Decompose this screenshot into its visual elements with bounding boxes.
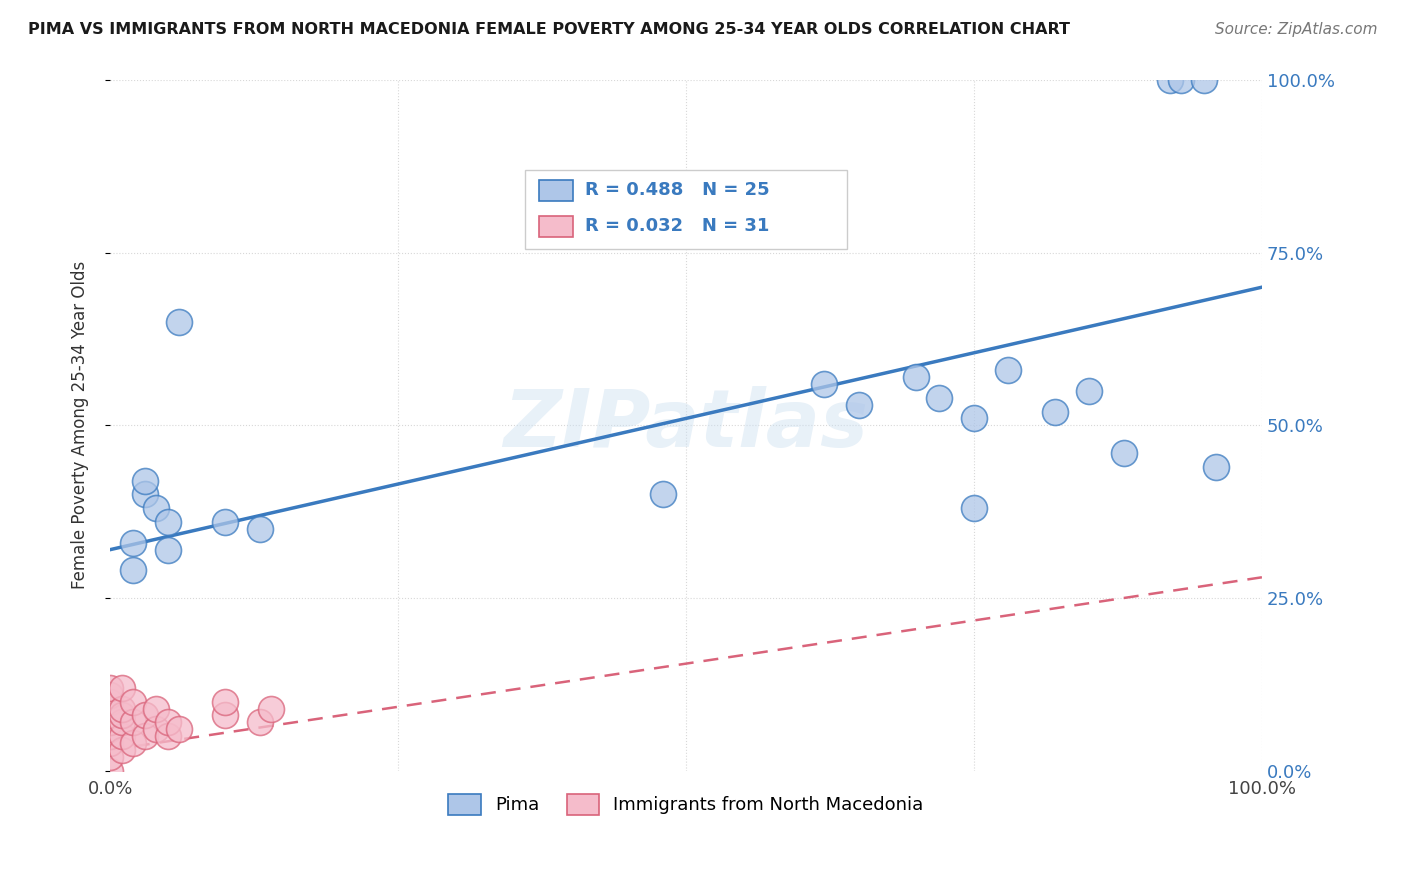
- Point: [110, 701, 132, 715]
- Point: [110, 729, 132, 743]
- Point: [145, 501, 167, 516]
- Legend: Pima, Immigrants from North Macedonia: Pima, Immigrants from North Macedonia: [439, 785, 932, 824]
- Point: [1043, 404, 1066, 418]
- Point: [928, 391, 950, 405]
- Point: [98, 695, 121, 709]
- Point: [98, 764, 121, 778]
- Point: [122, 715, 145, 730]
- Text: PIMA VS IMMIGRANTS FROM NORTH MACEDONIA FEMALE POVERTY AMONG 25-34 YEAR OLDS COR: PIMA VS IMMIGRANTS FROM NORTH MACEDONIA …: [28, 22, 1070, 37]
- Point: [98, 681, 121, 695]
- Point: [110, 681, 132, 695]
- Point: [167, 315, 190, 329]
- Point: [110, 743, 132, 757]
- Point: [249, 715, 271, 730]
- Text: R = 0.032   N = 31: R = 0.032 N = 31: [585, 218, 769, 235]
- Point: [98, 736, 121, 750]
- Point: [156, 542, 179, 557]
- Point: [1194, 73, 1216, 87]
- Point: [905, 370, 928, 384]
- Point: [122, 736, 145, 750]
- Point: [98, 688, 121, 702]
- Point: [963, 501, 986, 516]
- Point: [98, 701, 121, 715]
- Point: [134, 487, 156, 501]
- Point: [652, 487, 675, 501]
- Point: [156, 515, 179, 529]
- Point: [134, 729, 156, 743]
- Point: [110, 715, 132, 730]
- Y-axis label: Female Poverty Among 25-34 Year Olds: Female Poverty Among 25-34 Year Olds: [72, 261, 89, 590]
- Point: [214, 695, 236, 709]
- Point: [122, 695, 145, 709]
- Point: [134, 708, 156, 723]
- Point: [98, 750, 121, 764]
- Point: [156, 729, 179, 743]
- Point: [813, 376, 835, 391]
- Point: [98, 723, 121, 737]
- Point: [214, 708, 236, 723]
- Point: [98, 708, 121, 723]
- FancyBboxPatch shape: [538, 180, 574, 201]
- Point: [1078, 384, 1101, 398]
- Point: [134, 474, 156, 488]
- Point: [145, 701, 167, 715]
- Point: [249, 522, 271, 536]
- Point: [98, 729, 121, 743]
- Point: [1159, 73, 1181, 87]
- Text: Source: ZipAtlas.com: Source: ZipAtlas.com: [1215, 22, 1378, 37]
- Point: [122, 535, 145, 549]
- Text: R = 0.488   N = 25: R = 0.488 N = 25: [585, 181, 769, 200]
- Point: [848, 398, 870, 412]
- Point: [1170, 73, 1192, 87]
- FancyBboxPatch shape: [538, 216, 574, 236]
- Text: ZIPatlas: ZIPatlas: [503, 386, 869, 465]
- Point: [963, 411, 986, 425]
- Point: [214, 515, 236, 529]
- Point: [167, 723, 190, 737]
- Point: [98, 715, 121, 730]
- Point: [122, 563, 145, 577]
- Point: [156, 715, 179, 730]
- FancyBboxPatch shape: [524, 169, 848, 249]
- Point: [145, 723, 167, 737]
- Point: [110, 708, 132, 723]
- Point: [1205, 459, 1227, 474]
- Point: [260, 701, 283, 715]
- Point: [1112, 446, 1135, 460]
- Point: [997, 363, 1019, 377]
